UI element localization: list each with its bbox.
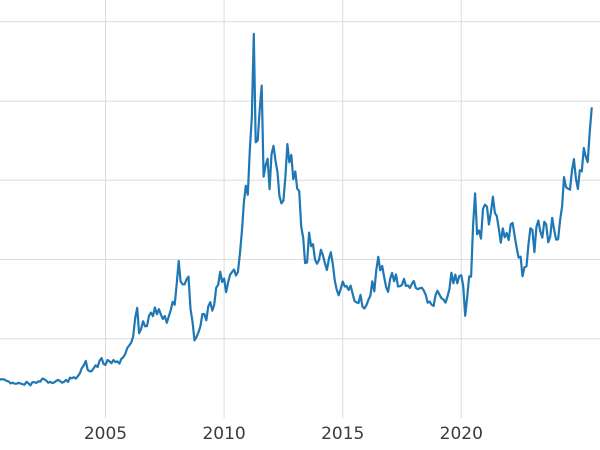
x-tick-label: 2015: [321, 424, 364, 444]
x-tick-label: 2005: [84, 424, 127, 444]
x-tick-label: 2010: [202, 424, 245, 444]
x-tick-label: 2020: [440, 424, 483, 444]
price-line-series: [0, 32, 593, 387]
